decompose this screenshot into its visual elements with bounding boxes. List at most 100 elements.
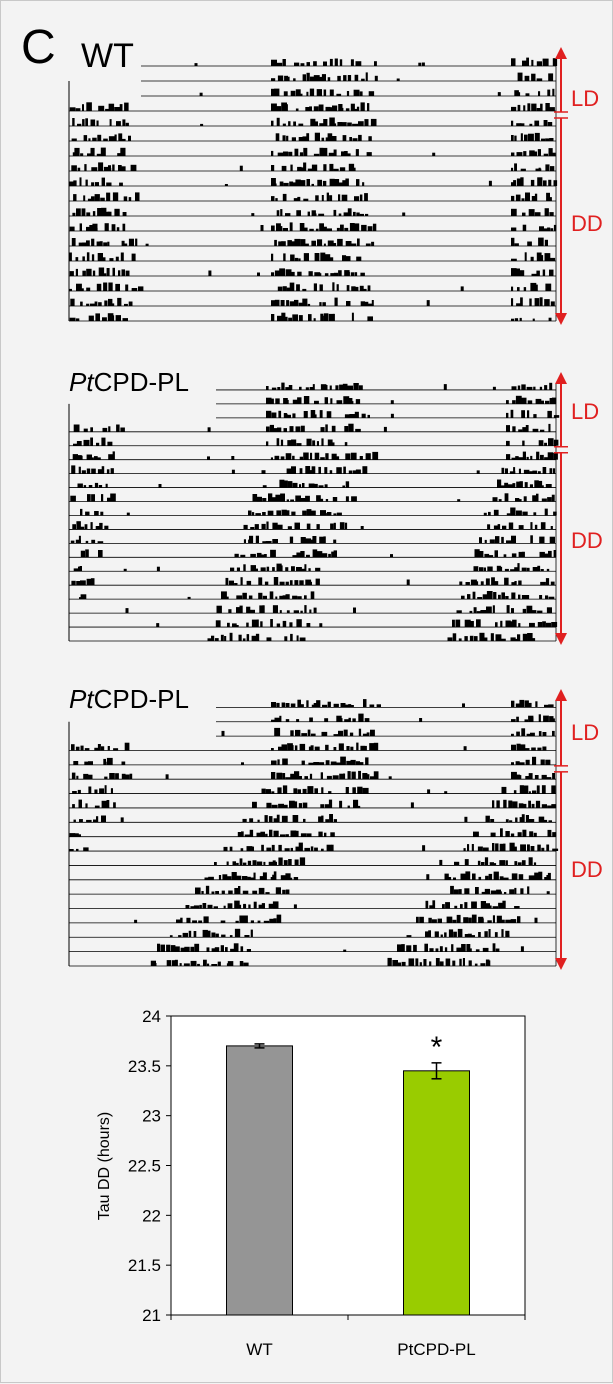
- activity-mark: [533, 284, 538, 291]
- activity-mark: [546, 607, 552, 614]
- activity-mark: [78, 566, 81, 572]
- activity-mark: [551, 152, 556, 156]
- activity-mark: [101, 746, 105, 751]
- activity-mark: [325, 744, 329, 751]
- activity-mark: [544, 877, 547, 880]
- activity-mark: [85, 540, 89, 544]
- activity-mark: [473, 831, 479, 837]
- activity-mark: [236, 567, 240, 572]
- activity-mark: [502, 877, 509, 880]
- activity-mark: [365, 757, 369, 765]
- activity-mark: [76, 208, 81, 216]
- activity-mark: [83, 485, 87, 488]
- activity-mark: [250, 877, 256, 880]
- actogram-title: PtCPD-PL: [69, 684, 189, 714]
- activity-mark: [75, 539, 81, 544]
- activity-mark: [261, 844, 264, 852]
- activity-mark: [545, 103, 550, 111]
- activity-mark: [265, 892, 270, 895]
- activity-mark: [207, 904, 213, 909]
- activity-mark: [328, 313, 335, 321]
- activity-mark: [492, 863, 497, 866]
- activity-mark: [75, 108, 81, 111]
- activity-mark: [410, 802, 414, 808]
- activity-mark: [310, 510, 316, 516]
- activity-mark: [194, 63, 198, 66]
- activity-mark: [74, 147, 80, 156]
- activity-mark: [264, 815, 268, 823]
- activity-mark: [92, 270, 96, 276]
- activity-mark: [80, 526, 85, 530]
- activity-mark: [211, 964, 218, 966]
- activity-mark: [453, 889, 459, 895]
- activity-mark: [467, 844, 470, 851]
- activity-mark: [284, 413, 288, 418]
- actogram-ptcpd-pl-2: PtCPD-PL LD DD: [68, 684, 603, 970]
- activity-mark: [439, 859, 443, 866]
- activity-mark: [97, 253, 103, 261]
- actogram-ptcpd-pl-1: PtCPD-PL LD DD: [68, 367, 603, 645]
- activity-mark: [82, 119, 85, 126]
- activity-mark: [305, 579, 312, 586]
- activity-mark: [98, 550, 103, 558]
- activity-mark: [345, 256, 351, 261]
- activity-mark: [500, 485, 505, 488]
- activity-mark: [336, 467, 342, 474]
- activity-mark: [129, 773, 133, 780]
- activity-mark: [302, 802, 308, 808]
- activity-mark: [530, 256, 534, 261]
- activity-mark: [528, 857, 533, 866]
- activity-mark: [526, 733, 533, 737]
- activity-mark: [301, 704, 304, 708]
- activity-mark: [75, 257, 79, 261]
- activity-mark: [324, 718, 329, 722]
- activity-mark: [548, 438, 554, 446]
- activity-mark: [356, 256, 362, 261]
- activity-mark: [547, 497, 552, 502]
- activity-mark: [529, 150, 535, 156]
- activity-mark: [534, 212, 541, 216]
- activity-mark: [330, 761, 337, 765]
- activity-mark: [489, 539, 495, 544]
- activity-mark: [350, 759, 356, 765]
- activity-mark: [305, 387, 309, 390]
- activity-mark: [529, 484, 533, 488]
- activity-mark: [202, 929, 208, 938]
- activity-mark: [361, 413, 366, 418]
- activity-mark: [521, 860, 526, 866]
- activity-mark: [285, 387, 290, 390]
- activity-mark: [294, 859, 299, 866]
- activity-mark: [206, 947, 210, 952]
- x-tick-label: WT: [246, 1340, 272, 1359]
- activity-mark: [266, 410, 272, 418]
- activity-mark: [249, 829, 254, 837]
- activity-mark: [426, 874, 430, 880]
- activity-mark: [85, 549, 89, 558]
- activity-mark: [80, 508, 83, 516]
- activity-mark: [536, 785, 540, 794]
- activity-mark: [298, 315, 303, 321]
- activity-mark: [419, 962, 422, 966]
- activity-mark: [477, 860, 481, 866]
- activity-mark: [304, 227, 308, 231]
- activity-mark: [221, 934, 226, 938]
- activity-mark: [527, 241, 532, 246]
- activity-mark: [367, 316, 373, 321]
- activity-mark: [482, 947, 489, 952]
- activity-mark: [353, 383, 359, 390]
- activity-mark: [471, 935, 475, 938]
- activity-mark: [298, 302, 303, 306]
- bar-series: WT*PtCPD-PL: [170, 1031, 526, 1359]
- activity-mark: [374, 61, 377, 66]
- activity-mark: [93, 819, 98, 823]
- activity-mark: [269, 918, 275, 923]
- activity-mark: [91, 182, 94, 186]
- activity-mark: [284, 510, 290, 516]
- activity-mark: [248, 904, 251, 909]
- activity-mark: [299, 484, 302, 488]
- activity-mark: [305, 495, 310, 502]
- activity-mark: [80, 594, 87, 600]
- activity-mark: [514, 567, 519, 572]
